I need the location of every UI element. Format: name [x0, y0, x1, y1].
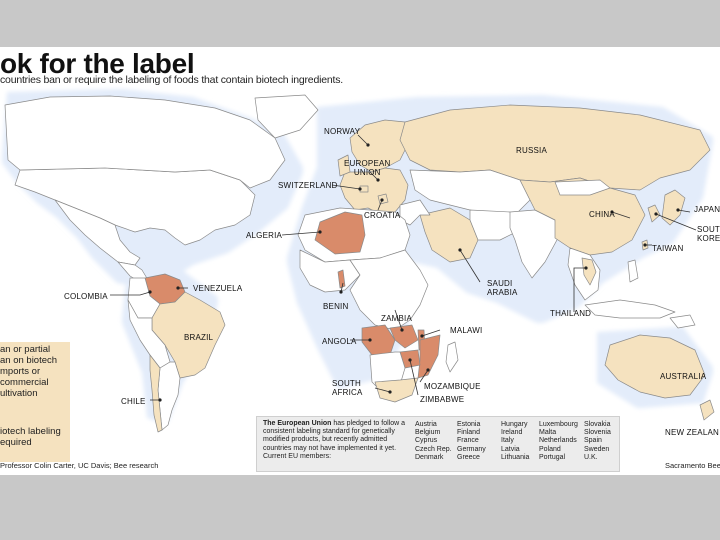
- label-brazil: BRAZIL: [184, 333, 214, 342]
- eu-member: Finland: [457, 429, 480, 437]
- country-mozambique: [417, 334, 441, 379]
- country-mexico: [54, 199, 141, 266]
- eu-column-5: Slovakia Slovenia Spain Sweden U.K.: [584, 421, 611, 462]
- eu-column-4: Luxembourg Malta Netherlands Poland Port…: [539, 421, 578, 462]
- eu-member: Czech Rep.: [415, 445, 452, 453]
- country-canada: [4, 95, 286, 189]
- legend-ban-text: an or partial an on biotech mports or co…: [0, 344, 58, 399]
- label-algeria: ALGERIA: [246, 231, 283, 240]
- country-madagascar: [445, 341, 459, 373]
- label-australia: AUSTRALIA: [660, 372, 707, 381]
- label-norway: NORWAY: [324, 127, 361, 136]
- label-switzerland: SWITZERLAND: [278, 181, 338, 190]
- label-new-zealand: NEW ZEALAN: [665, 428, 720, 437]
- eu-member: Greece: [457, 453, 480, 461]
- region-indonesia: [584, 299, 676, 319]
- label-taiwan: TAIWAN: [652, 244, 684, 253]
- eu-member: Netherlands: [539, 437, 577, 445]
- country-uk-ireland: [337, 154, 351, 177]
- eu-member: Portugal: [539, 453, 566, 461]
- eu-member: Italy: [501, 437, 514, 445]
- country-south-africa: [374, 377, 419, 403]
- label-south-korea: SOUTH KOREA: [697, 225, 720, 243]
- legend-labeling-text: iotech labeling equired: [0, 426, 61, 448]
- eu-member: Austria: [415, 421, 437, 428]
- eu-member: Slovenia: [584, 429, 611, 437]
- country-chile: [149, 354, 163, 433]
- label-zimbabwe: ZIMBABWE: [420, 395, 465, 404]
- label-colombia: COLOMBIA: [64, 292, 108, 301]
- label-european-union: EUROPEAN UNION: [344, 159, 391, 177]
- region-west-africa: [299, 249, 361, 293]
- map-title: ok for the label: [0, 48, 195, 79]
- label-malawi: MALAWI: [450, 326, 483, 335]
- eu-member: U.K.: [584, 453, 598, 461]
- eu-member: Belgium: [415, 429, 441, 437]
- eu-column-2: Estonia Finland France Germany Greece: [457, 421, 486, 462]
- country-norway-sweden-finland: [349, 119, 411, 173]
- label-benin: BENIN: [323, 302, 349, 311]
- eu-member: Luxembourg: [539, 421, 578, 428]
- country-australia: [604, 334, 706, 399]
- eu-member: Germany: [457, 445, 486, 453]
- country-new-zealand: [699, 399, 715, 421]
- map-subtitle: countries ban or require the labeling of…: [0, 74, 343, 86]
- country-png: [669, 314, 696, 329]
- label-venezuela: VENEZUELA: [193, 284, 243, 293]
- eu-member: Ireland: [501, 429, 523, 437]
- eu-note-bold: The European Union: [263, 420, 332, 427]
- region-central-east-africa: [349, 249, 429, 331]
- region-greenland: [254, 94, 319, 139]
- label-japan: JAPAN: [694, 205, 720, 214]
- eu-member: Spain: [584, 437, 602, 445]
- country-south-korea: [647, 204, 661, 223]
- label-croatia: CROATIA: [364, 211, 401, 220]
- publisher-credit: Sacramento Bee: [665, 461, 720, 470]
- country-russia: [399, 104, 711, 191]
- eu-member: Estonia: [457, 421, 481, 428]
- label-zambia: ZAMBIA: [381, 314, 412, 323]
- eu-member: Malta: [539, 429, 557, 437]
- eu-member: France: [457, 437, 479, 445]
- label-china: CHINA: [589, 210, 615, 219]
- eu-member: Hungary: [501, 421, 528, 428]
- eu-member: Latvia: [501, 445, 520, 453]
- label-thailand: THAILAND: [550, 309, 592, 318]
- eu-column-3: Hungary Ireland Italy Latvia Lithuania: [501, 421, 529, 462]
- source-credit: Professor Colin Carter, UC Davis; Bee re…: [0, 461, 159, 470]
- country-japan: [661, 189, 686, 226]
- label-mozambique: MOZAMBIQUE: [424, 382, 481, 391]
- country-thailand: [581, 257, 597, 286]
- eu-note-text: has pledged to follow a consistent label…: [263, 420, 406, 460]
- label-saudi-arabia: SAUDI ARABIA: [487, 279, 518, 297]
- country-algeria: [314, 211, 366, 255]
- map-legend: an or partial an on biotech mports or co…: [0, 342, 70, 462]
- eu-member: Cyprus: [415, 437, 438, 445]
- eu-member: Slovakia: [584, 421, 611, 428]
- label-russia: RUSSIA: [516, 146, 547, 155]
- country-mongolia: [554, 179, 611, 196]
- country-philippines: [627, 259, 639, 283]
- eu-members-box: The European Union has pledged to follow…: [256, 416, 620, 472]
- eu-note: The European Union has pledged to follow…: [263, 420, 411, 461]
- eu-member: Poland: [539, 445, 561, 453]
- eu-member: Sweden: [584, 445, 610, 453]
- country-zambia: [389, 324, 419, 349]
- eu-member: Lithuania: [501, 453, 530, 461]
- label-chile: CHILE: [121, 397, 146, 406]
- eu-member: Denmark: [415, 453, 444, 461]
- eu-column-1: Austria Belgium Cyprus Czech Rep. Denmar…: [415, 421, 452, 462]
- label-south-africa: SOUTH AFRICA: [332, 379, 363, 397]
- label-angola: ANGOLA: [322, 337, 357, 346]
- country-saudi-arabia: [419, 207, 479, 263]
